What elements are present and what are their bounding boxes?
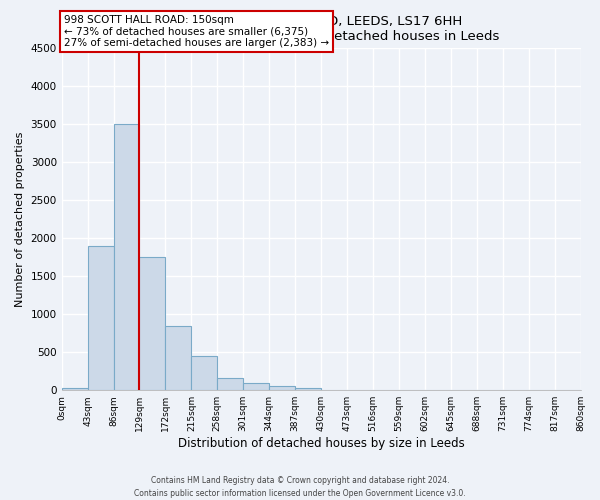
Title: 998, SCOTT HALL ROAD, LEEDS, LS17 6HH
Size of property relative to detached hous: 998, SCOTT HALL ROAD, LEEDS, LS17 6HH Si… [143, 15, 499, 43]
X-axis label: Distribution of detached houses by size in Leeds: Distribution of detached houses by size … [178, 437, 464, 450]
Bar [191, 356, 217, 390]
Bar [139, 258, 166, 390]
Text: Contains HM Land Registry data © Crown copyright and database right 2024.
Contai: Contains HM Land Registry data © Crown c… [134, 476, 466, 498]
Text: 998 SCOTT HALL ROAD: 150sqm
← 73% of detached houses are smaller (6,375)
27% of : 998 SCOTT HALL ROAD: 150sqm ← 73% of det… [64, 15, 329, 48]
Bar [217, 378, 243, 390]
Bar [243, 384, 269, 390]
Bar [166, 326, 191, 390]
Bar [269, 386, 295, 390]
Bar [62, 388, 88, 390]
Bar [113, 124, 139, 390]
Bar [295, 388, 321, 390]
Y-axis label: Number of detached properties: Number of detached properties [15, 132, 25, 307]
Bar [88, 246, 113, 390]
